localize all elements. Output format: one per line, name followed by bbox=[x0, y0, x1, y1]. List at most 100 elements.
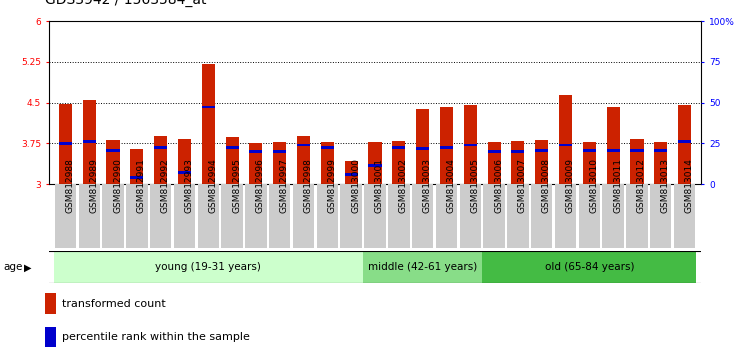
Bar bbox=[106, 139, 119, 184]
Text: GSM813004: GSM813004 bbox=[446, 159, 455, 213]
Bar bbox=[368, 164, 382, 167]
Bar bbox=[654, 142, 668, 184]
Text: GSM813010: GSM813010 bbox=[590, 159, 598, 213]
Bar bbox=[416, 109, 429, 184]
Bar bbox=[154, 136, 167, 184]
Text: GSM813002: GSM813002 bbox=[399, 159, 408, 213]
Bar bbox=[178, 139, 191, 184]
Bar bbox=[654, 149, 668, 152]
Bar bbox=[392, 146, 405, 149]
Bar bbox=[436, 184, 457, 248]
Text: GSM812993: GSM812993 bbox=[184, 159, 194, 213]
Text: GSM813001: GSM813001 bbox=[375, 159, 384, 213]
Bar bbox=[559, 143, 572, 147]
Bar bbox=[297, 143, 310, 147]
Text: GSM813007: GSM813007 bbox=[518, 159, 527, 213]
Text: young (19-31 years): young (19-31 years) bbox=[155, 262, 261, 272]
Bar bbox=[245, 184, 267, 248]
Text: transformed count: transformed count bbox=[62, 298, 166, 309]
Bar bbox=[297, 136, 310, 184]
Bar bbox=[578, 184, 600, 248]
Text: percentile rank within the sample: percentile rank within the sample bbox=[62, 332, 250, 342]
Text: GDS3942 / 1563584_at: GDS3942 / 1563584_at bbox=[45, 0, 206, 7]
Bar bbox=[364, 184, 386, 248]
Text: GSM813009: GSM813009 bbox=[566, 159, 574, 213]
Bar bbox=[58, 104, 72, 184]
Bar bbox=[345, 173, 358, 176]
Bar bbox=[363, 251, 482, 283]
Bar bbox=[202, 105, 214, 108]
Bar bbox=[197, 184, 219, 248]
Bar bbox=[626, 184, 648, 248]
Bar bbox=[321, 142, 334, 184]
Text: GSM812997: GSM812997 bbox=[280, 159, 289, 213]
Bar bbox=[536, 139, 548, 184]
Text: GSM813011: GSM813011 bbox=[614, 159, 622, 213]
Bar bbox=[412, 184, 434, 248]
Bar bbox=[602, 184, 624, 248]
Bar bbox=[464, 143, 477, 147]
Text: GSM813014: GSM813014 bbox=[685, 159, 694, 213]
Bar bbox=[44, 293, 56, 314]
Bar bbox=[79, 184, 100, 248]
Text: GSM812996: GSM812996 bbox=[256, 159, 265, 213]
Bar bbox=[482, 251, 697, 283]
Bar bbox=[273, 142, 286, 184]
Bar bbox=[559, 95, 572, 184]
Text: GSM812998: GSM812998 bbox=[304, 159, 313, 213]
Bar bbox=[53, 251, 363, 283]
Bar bbox=[269, 184, 290, 248]
Text: GSM813008: GSM813008 bbox=[542, 159, 550, 213]
Text: GSM813013: GSM813013 bbox=[661, 159, 670, 213]
Text: GSM812994: GSM812994 bbox=[209, 159, 218, 213]
Bar bbox=[174, 184, 195, 248]
Text: middle (42-61 years): middle (42-61 years) bbox=[368, 262, 477, 272]
Text: GSM813003: GSM813003 bbox=[423, 159, 432, 213]
Bar bbox=[150, 184, 172, 248]
Bar bbox=[202, 64, 214, 184]
Bar bbox=[674, 184, 695, 248]
Bar bbox=[488, 150, 500, 153]
Bar bbox=[126, 184, 148, 248]
Text: GSM813000: GSM813000 bbox=[351, 159, 360, 213]
Bar bbox=[583, 149, 596, 152]
Bar bbox=[44, 327, 56, 347]
Bar bbox=[226, 146, 238, 149]
Bar bbox=[154, 146, 167, 149]
Bar bbox=[440, 146, 453, 149]
Text: GSM813012: GSM813012 bbox=[637, 159, 646, 213]
Bar bbox=[507, 184, 529, 248]
Text: GSM812990: GSM812990 bbox=[113, 159, 122, 213]
Text: GSM812995: GSM812995 bbox=[232, 159, 241, 213]
Text: GSM812992: GSM812992 bbox=[160, 159, 170, 213]
Bar bbox=[102, 184, 124, 248]
Bar bbox=[130, 176, 143, 179]
Bar bbox=[316, 184, 338, 248]
Bar bbox=[650, 184, 671, 248]
Bar bbox=[607, 107, 619, 184]
Bar bbox=[678, 105, 692, 184]
Bar bbox=[460, 184, 481, 248]
Bar bbox=[55, 184, 76, 248]
Bar bbox=[250, 150, 262, 153]
Bar bbox=[392, 141, 405, 184]
Bar bbox=[440, 107, 453, 184]
Bar bbox=[583, 142, 596, 184]
Bar bbox=[273, 150, 286, 153]
Bar bbox=[58, 142, 72, 145]
Bar bbox=[345, 161, 358, 184]
Bar bbox=[631, 139, 644, 184]
Bar bbox=[221, 184, 243, 248]
Bar bbox=[531, 184, 553, 248]
Text: old (65-84 years): old (65-84 years) bbox=[544, 262, 634, 272]
Text: GSM812999: GSM812999 bbox=[327, 159, 336, 213]
Text: GSM812988: GSM812988 bbox=[65, 159, 74, 213]
Text: GSM812989: GSM812989 bbox=[89, 159, 98, 213]
Bar bbox=[512, 150, 524, 153]
Bar bbox=[130, 149, 143, 184]
Bar bbox=[178, 171, 191, 173]
Text: ▶: ▶ bbox=[24, 262, 32, 272]
Bar bbox=[536, 149, 548, 152]
Bar bbox=[250, 143, 262, 184]
Bar bbox=[321, 146, 334, 149]
